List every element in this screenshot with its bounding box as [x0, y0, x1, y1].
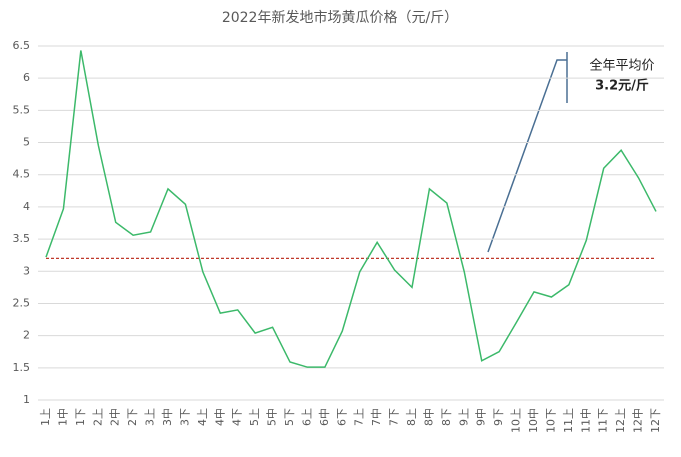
x-tick-label: 9下: [492, 408, 505, 426]
x-tick-label: 12中: [632, 408, 645, 433]
annotation-pointer: [487, 59, 567, 253]
x-tick-label: 4中: [213, 408, 226, 426]
x-tick-label: 2中: [109, 408, 122, 426]
x-tick-label: 5下: [283, 408, 296, 426]
x-tick-label: 12下: [649, 408, 662, 433]
x-tick-label: 7中: [370, 408, 383, 426]
x-tick-label: 4下: [231, 408, 244, 426]
x-tick-label: 1上: [39, 408, 52, 426]
x-tick-label: 1下: [74, 408, 87, 426]
x-tick-label: 3中: [161, 408, 174, 426]
x-tick-label: 2上: [91, 408, 104, 426]
y-tick-label: 6.5: [13, 39, 31, 52]
x-tick-label: 7上: [353, 408, 366, 426]
y-tick-label: 4.5: [13, 168, 31, 181]
x-tick-label: 2下: [126, 408, 139, 426]
x-tick-label: 5上: [248, 408, 261, 426]
y-tick-label: 2: [23, 329, 30, 342]
x-tick-label: 6上: [300, 408, 313, 426]
x-tick-label: 8中: [422, 408, 435, 426]
x-tick-label: 8下: [440, 408, 453, 426]
y-tick-label: 1: [23, 393, 30, 406]
x-tick-label: 7下: [388, 408, 401, 426]
annotation-text: 3.2元/斤: [595, 78, 649, 94]
chart-title: 2022年新发地市场黄瓜价格（元/斤）: [222, 9, 458, 26]
y-tick-label: 5: [23, 136, 30, 149]
x-tick-label: 11上: [562, 408, 575, 433]
x-tick-label: 1中: [56, 408, 69, 426]
x-tick-label: 5中: [266, 408, 279, 426]
y-tick-label: 1.5: [13, 361, 31, 374]
x-tick-label: 10下: [544, 408, 557, 433]
y-tick-label: 3.5: [13, 232, 31, 245]
x-tick-label: 8上: [405, 408, 418, 426]
y-tick-label: 5.5: [13, 103, 31, 116]
x-tick-label: 12上: [614, 408, 627, 433]
x-tick-label: 3下: [178, 408, 191, 426]
y-tick-label: 6: [23, 71, 30, 84]
y-tick-label: 4: [23, 200, 30, 213]
x-tick-label: 10上: [510, 408, 523, 433]
y-tick-label: 2.5: [13, 296, 31, 309]
x-tick-label: 3上: [144, 408, 157, 426]
annotation-text: 全年平均价: [589, 58, 654, 74]
x-tick-label: 6中: [318, 408, 331, 426]
y-tick-label: 3: [23, 264, 30, 277]
x-tick-label: 6下: [335, 408, 348, 426]
x-tick-label: 9上: [457, 408, 470, 426]
x-tick-label: 9中: [475, 408, 488, 426]
x-tick-label: 11中: [579, 408, 592, 433]
x-tick-label: 11下: [597, 408, 610, 433]
x-tick-label: 4上: [196, 408, 209, 426]
x-tick-label: 10中: [527, 408, 540, 433]
data-line: [45, 50, 657, 368]
